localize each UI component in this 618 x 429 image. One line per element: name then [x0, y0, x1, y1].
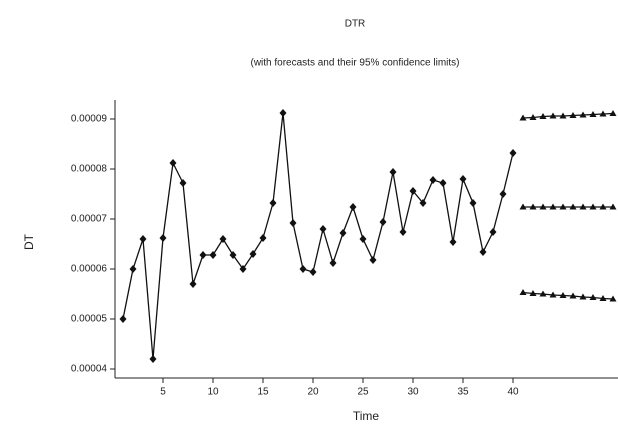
point-marker [579, 111, 587, 118]
point-marker [249, 250, 257, 258]
point-marker [389, 168, 397, 176]
y-tick-label: 0.00006 [71, 264, 108, 275]
point-marker [479, 248, 487, 256]
point-marker [579, 203, 587, 210]
point-marker [399, 228, 407, 236]
point-marker [139, 235, 147, 243]
point-marker [559, 112, 567, 119]
y-tick-label: 0.00009 [71, 114, 108, 125]
point-marker [429, 176, 437, 184]
x-tick-label: 40 [507, 387, 519, 398]
x-tick-label: 20 [307, 387, 319, 398]
point-marker [419, 199, 427, 207]
y-tick-label: 0.00007 [71, 214, 108, 225]
point-marker [599, 110, 607, 117]
point-marker [499, 190, 507, 198]
point-marker [119, 315, 127, 323]
point-marker [199, 251, 207, 259]
point-marker [189, 280, 197, 288]
point-marker [559, 292, 567, 298]
point-marker [239, 265, 247, 273]
point-marker [489, 228, 497, 236]
point-marker [219, 235, 227, 243]
point-marker [209, 251, 217, 259]
x-tick-label: 15 [257, 387, 269, 398]
point-marker [529, 114, 537, 120]
point-marker [519, 114, 527, 121]
point-marker [169, 159, 177, 167]
point-marker [339, 229, 347, 237]
point-marker [549, 203, 557, 210]
x-tick-label: 5 [160, 387, 166, 398]
point-marker [439, 179, 447, 187]
point-marker [129, 265, 137, 273]
y-tick-label: 0.00005 [71, 314, 108, 325]
point-marker [229, 251, 237, 259]
point-marker [289, 219, 297, 227]
point-marker [609, 295, 617, 302]
y-axis-label: DT [22, 233, 36, 250]
point-marker [259, 234, 267, 242]
point-marker [609, 110, 617, 116]
point-marker [549, 291, 557, 298]
point-marker [589, 111, 597, 117]
point-marker [369, 256, 377, 264]
point-marker [529, 290, 537, 296]
x-tick-label: 10 [207, 387, 219, 398]
point-marker [599, 203, 607, 210]
point-marker [589, 203, 597, 210]
point-marker [559, 203, 567, 210]
point-marker [519, 289, 527, 295]
point-marker [459, 175, 467, 183]
point-marker [519, 203, 527, 210]
y-tick-label: 0.00008 [71, 164, 108, 175]
point-marker [599, 295, 607, 301]
point-marker [569, 112, 577, 118]
series-line [522, 291, 614, 300]
point-marker [509, 149, 517, 157]
x-tick-label: 35 [457, 387, 469, 398]
point-marker [309, 268, 317, 276]
point-marker [349, 203, 357, 211]
chart-subtitle: (with forecasts and their 95% confidence… [251, 58, 460, 69]
point-marker [299, 265, 307, 273]
point-marker [539, 290, 547, 297]
point-marker [539, 113, 547, 119]
point-marker [539, 203, 547, 210]
point-marker [529, 203, 537, 210]
series-line [122, 112, 514, 360]
point-marker [159, 234, 167, 242]
point-marker [269, 199, 277, 207]
point-marker [569, 203, 577, 210]
point-marker [319, 225, 327, 233]
chart-title: DTR [345, 19, 366, 30]
x-axis-label: Time [353, 409, 380, 423]
x-tick-label: 25 [357, 387, 369, 398]
point-marker [279, 109, 287, 117]
point-marker [589, 294, 597, 300]
point-marker [579, 293, 587, 300]
point-marker [609, 203, 617, 210]
point-marker [379, 218, 387, 226]
point-marker [329, 259, 337, 267]
series-line [522, 112, 614, 119]
point-marker [449, 238, 457, 246]
point-marker [569, 292, 577, 299]
point-marker [409, 187, 417, 195]
point-marker [469, 199, 477, 207]
point-marker [549, 112, 557, 119]
point-marker [359, 235, 367, 243]
point-marker [149, 355, 157, 363]
point-marker [179, 179, 187, 187]
x-tick-label: 30 [407, 387, 419, 398]
y-tick-label: 0.00004 [71, 364, 108, 375]
